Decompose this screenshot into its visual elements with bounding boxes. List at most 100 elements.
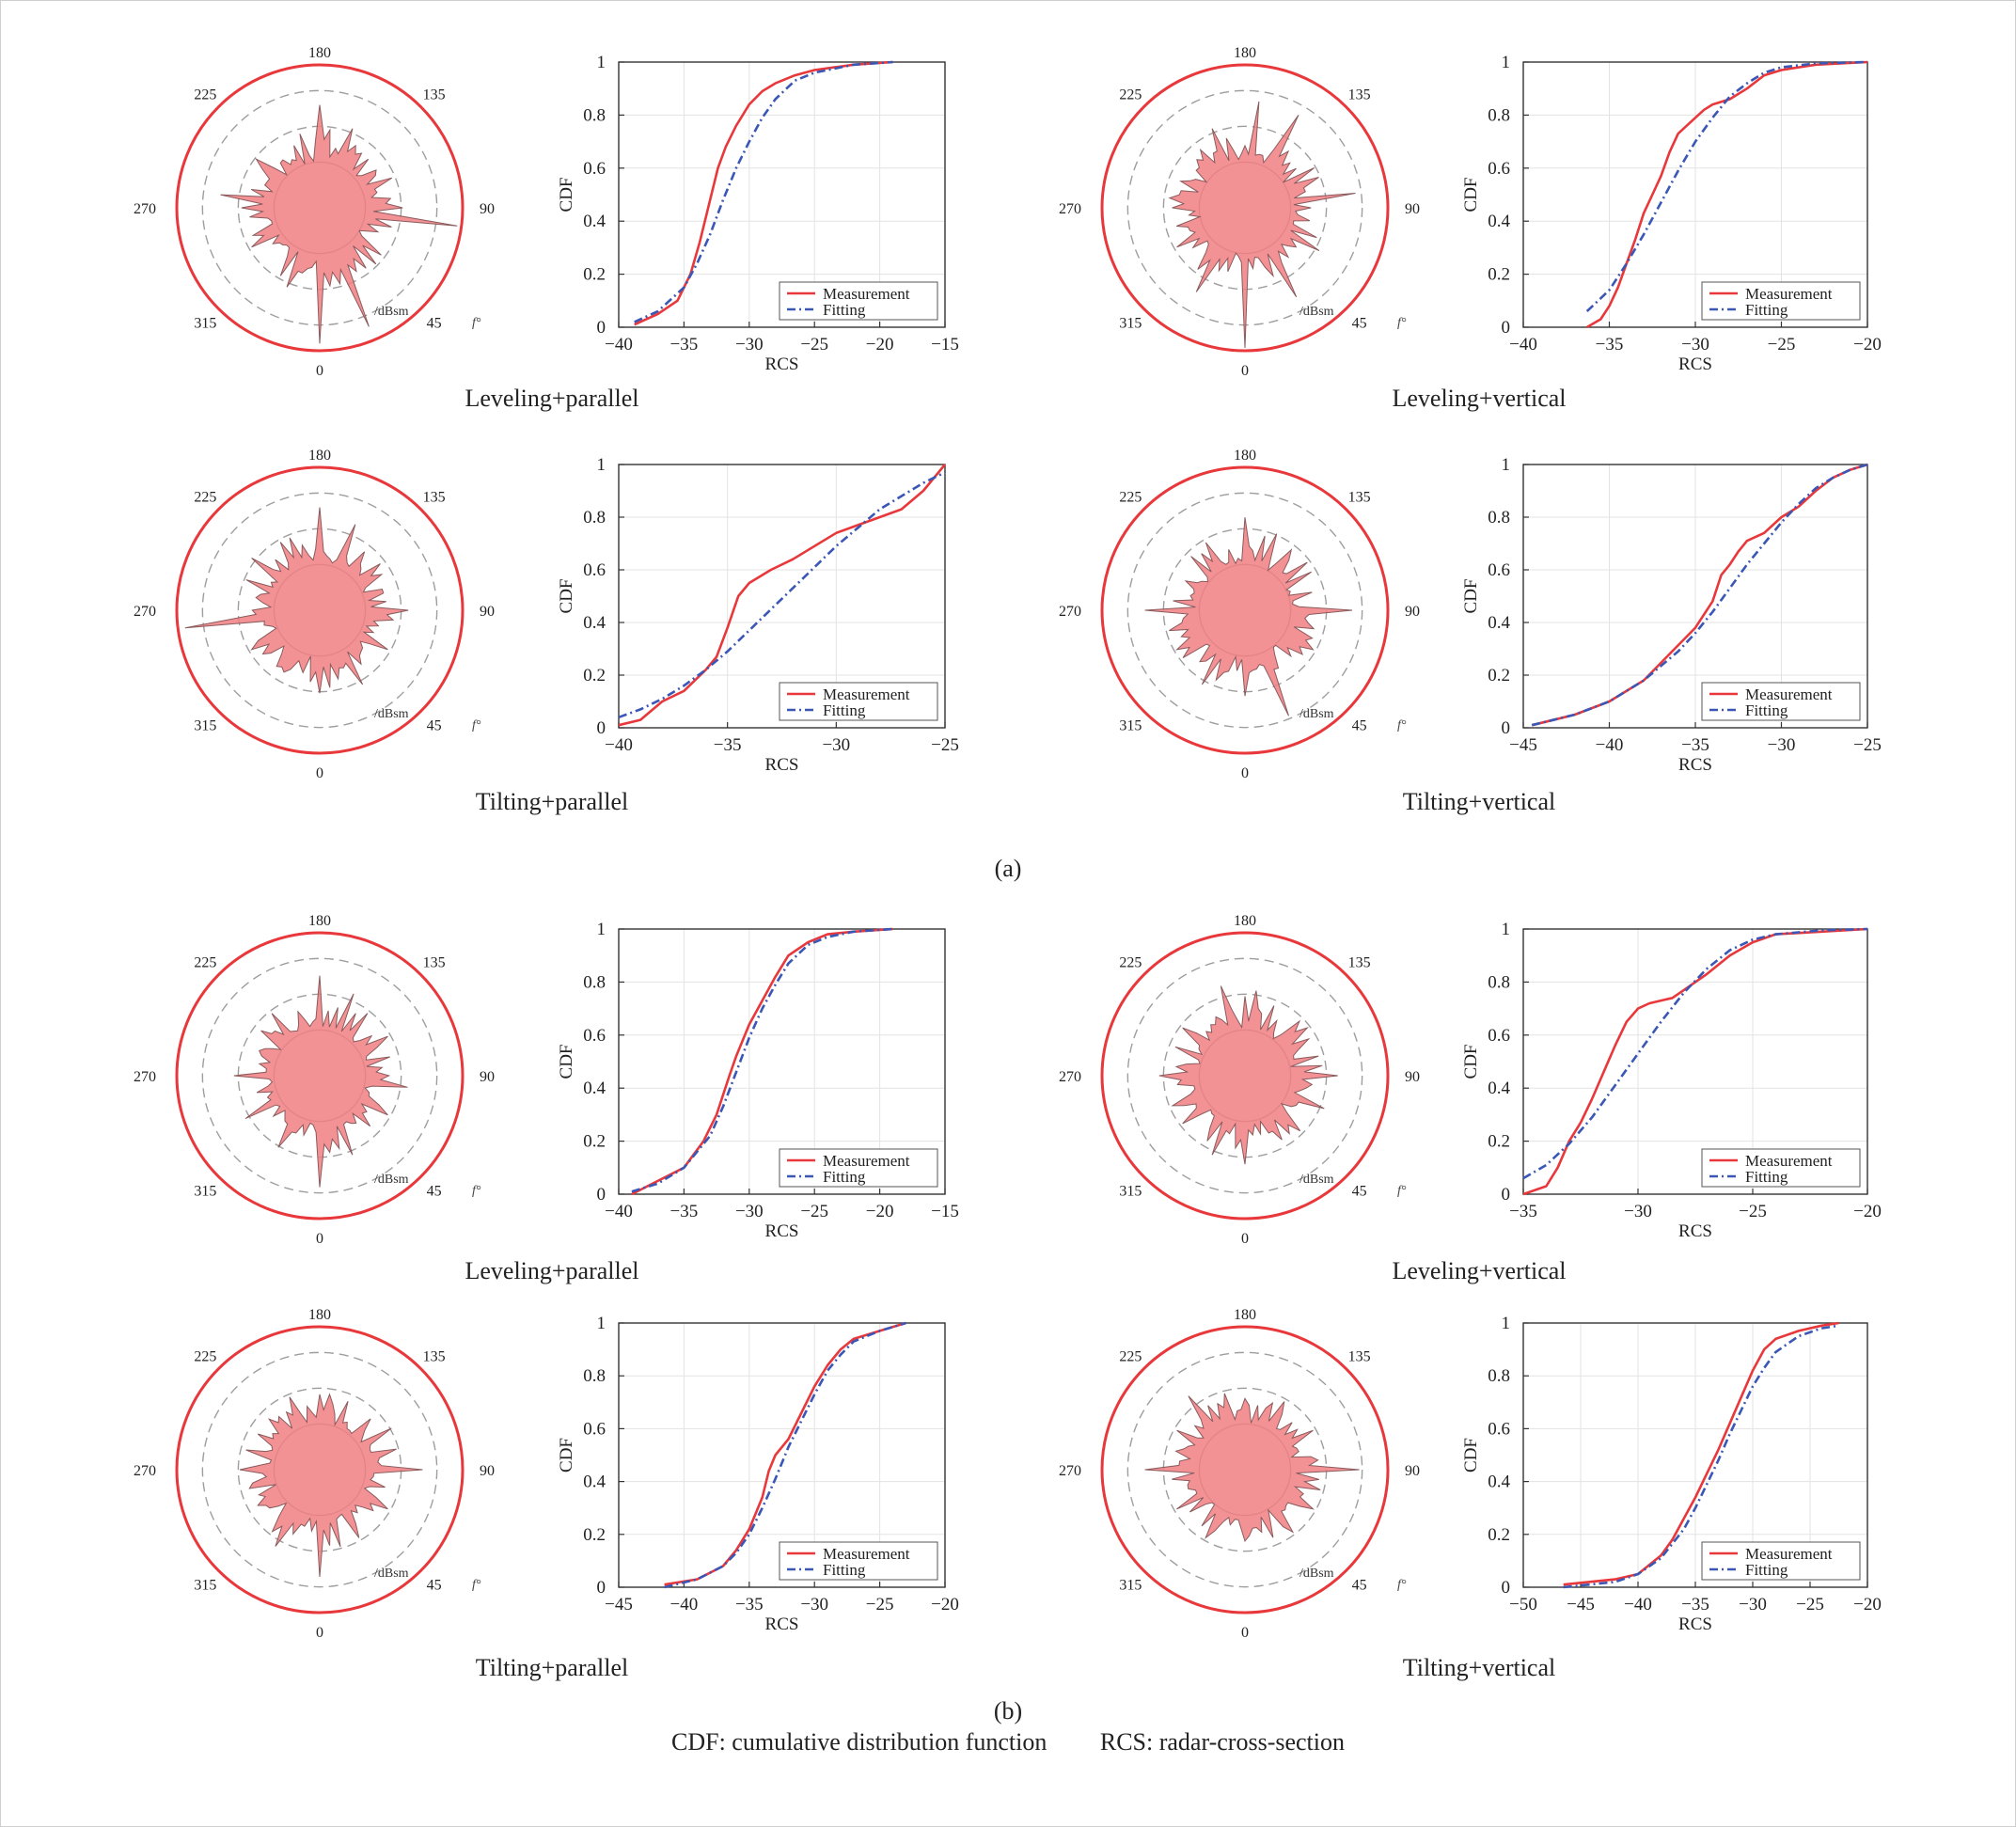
x-tick-label: −35 [1509, 1202, 1537, 1221]
y-tick-label: 0 [597, 1578, 606, 1598]
polar-angle-label: 0 [316, 1625, 323, 1641]
polar-plot-1: 180 135 90 45 0 315 270 225/dBsm f° [134, 45, 495, 379]
y-tick-label: 0.4 [1488, 212, 1510, 231]
x-tick-label: −20 [1853, 1202, 1882, 1221]
polar-angle-label: 90 [480, 201, 495, 217]
plot-frame [618, 1322, 946, 1588]
y-tick-label: 0.2 [583, 1132, 606, 1152]
polar-angle-label: 0 [1241, 1231, 1249, 1247]
polar-rcs-pattern [220, 104, 458, 344]
y-tick-label: 1 [1502, 1314, 1511, 1333]
y-tick-label: 0.4 [583, 1079, 606, 1098]
polar-angle-label: 90 [1405, 201, 1420, 217]
polar-angle-label: 0 [1241, 765, 1249, 781]
y-tick-label: 0.6 [583, 560, 606, 580]
y-tick-label: 0.8 [1488, 1366, 1510, 1386]
polar-rcs-pattern [1144, 1393, 1360, 1543]
polar-unit-label: /dBsm [1299, 1567, 1334, 1581]
y-axis-label: CDF [1461, 1045, 1481, 1079]
polar-rcs-pattern [233, 975, 408, 1188]
polar-angle-label: 270 [1059, 1463, 1081, 1479]
series-line-measurement [631, 927, 893, 1196]
polar-unit-label: /dBsm [374, 305, 409, 319]
polar-unit-label: /dBsm [374, 1173, 409, 1187]
y-axis-label: CDF [557, 579, 576, 614]
x-tick-label: −45 [1567, 1595, 1595, 1614]
legend-label: Fitting [1745, 1561, 1788, 1579]
polar-outer-ring [1100, 931, 1390, 1221]
panel-caption: Tilting+parallel [476, 788, 628, 815]
polar-angle-label: 180 [1234, 45, 1256, 61]
series-line-fitting [618, 471, 946, 719]
polar-angle-label: 90 [1405, 1463, 1420, 1479]
y-tick-label: 0 [1502, 318, 1511, 338]
y-tick-label: 0.2 [1488, 1132, 1510, 1152]
panel-caption: Leveling+vertical [1392, 385, 1566, 412]
y-tick-label: 0.8 [583, 972, 606, 992]
y-tick-label: 0 [597, 1185, 606, 1205]
polar-angle-label: 225 [194, 1348, 216, 1364]
x-tick-label: −40 [1509, 335, 1537, 354]
polar-angle-label: 135 [1348, 87, 1371, 102]
cdf-plot-7: −45 −40 −35 −30 −25 −20 0 0.2 0.4 0.6 0.8 1 RCS CDF Me… [557, 1314, 959, 1634]
polar-angle-label: 225 [1119, 954, 1142, 970]
y-tick-label: 0.2 [1488, 265, 1510, 285]
x-tick-label: −30 [1768, 735, 1796, 755]
polar-angle-label: 135 [423, 954, 446, 970]
polar-unit-label: /dBsm [1299, 707, 1334, 721]
plot-frame [618, 61, 946, 328]
polar-plot-8: 180 135 90 45 0 315 270 225/dBsm f° [1059, 1307, 1420, 1641]
y-tick-label: 0 [1502, 1578, 1511, 1598]
legend-box [1701, 682, 1861, 721]
x-tick-label: −35 [714, 735, 742, 755]
x-axis-label: RCS [765, 1221, 799, 1241]
series-line-fitting [1563, 1324, 1839, 1589]
x-tick-label: −30 [822, 735, 850, 755]
polar-angle-label: 315 [1119, 1578, 1142, 1594]
polar-outer-ring [1100, 465, 1390, 755]
panel-caption: Leveling+vertical [1392, 1257, 1566, 1284]
polar-angle-label: 270 [1059, 1069, 1081, 1085]
y-tick-label: 0.6 [583, 1026, 606, 1046]
polar-angle-label: 315 [1119, 1184, 1142, 1200]
legend-label: Fitting [823, 1168, 866, 1186]
y-tick-label: 1 [1502, 920, 1511, 939]
legend-box [779, 281, 938, 321]
polar-angle-label: 270 [134, 201, 156, 217]
y-axis-label: CDF [1461, 579, 1481, 614]
x-tick-label: −30 [1739, 1595, 1767, 1614]
y-tick-label: 0.4 [583, 613, 606, 633]
polar-angle-label: 45 [427, 316, 442, 332]
x-tick-label: −40 [605, 335, 633, 354]
polar-angle-label: 225 [1119, 1348, 1142, 1364]
polar-angle-label: 270 [134, 1463, 156, 1479]
polar-angle-label: 0 [316, 1231, 323, 1247]
legend-label: Measurement [1745, 285, 1833, 303]
footnote-cdf: CDF: cumulative distribution function [671, 1728, 1047, 1756]
polar-angle-label: 180 [308, 45, 331, 61]
legend-label: Fitting [1745, 1168, 1788, 1186]
polar-angle-label: 90 [480, 604, 495, 620]
y-tick-label: 0.4 [583, 212, 606, 231]
x-axis-label: RCS [765, 354, 799, 374]
series-line-fitting [1531, 463, 1868, 727]
polar-plot-7: 180 135 90 45 0 315 270 225/dBsm f° [134, 1307, 495, 1641]
polar-outer-ring [175, 1325, 465, 1614]
plot-frame [618, 928, 946, 1195]
legend-box [779, 682, 938, 721]
polar-angle-label: 180 [1234, 448, 1256, 464]
y-axis-label: CDF [1461, 1438, 1481, 1473]
y-tick-label: 0.6 [1488, 159, 1510, 179]
polar-grid-ring [201, 1351, 438, 1588]
y-tick-label: 0.8 [583, 1366, 606, 1386]
x-tick-label: −35 [735, 1595, 764, 1614]
series-line-measurement [1522, 927, 1868, 1196]
polar-angle-label: 0 [316, 363, 323, 379]
polar-angle-label: 135 [1348, 954, 1371, 970]
polar-angle-label: 180 [308, 448, 331, 464]
polar-angle-label: 135 [423, 489, 446, 505]
polar-unit-label: /dBsm [374, 1567, 409, 1581]
panel-caption: Tilting+vertical [1403, 1654, 1555, 1681]
